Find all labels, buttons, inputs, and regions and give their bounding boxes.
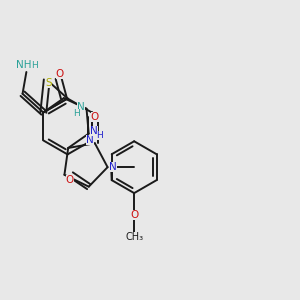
Text: O: O <box>56 69 64 79</box>
Text: H: H <box>97 131 103 140</box>
Text: O: O <box>91 112 99 122</box>
Text: N: N <box>109 162 117 172</box>
Text: N: N <box>90 126 98 136</box>
Text: O: O <box>130 210 138 220</box>
Text: S: S <box>45 78 52 88</box>
Text: H: H <box>73 110 80 118</box>
Text: N: N <box>77 102 85 112</box>
Text: O: O <box>66 175 74 185</box>
Text: H: H <box>31 61 38 70</box>
Text: NH: NH <box>16 60 31 70</box>
Text: N: N <box>86 135 94 146</box>
Text: CH₃: CH₃ <box>125 232 143 242</box>
